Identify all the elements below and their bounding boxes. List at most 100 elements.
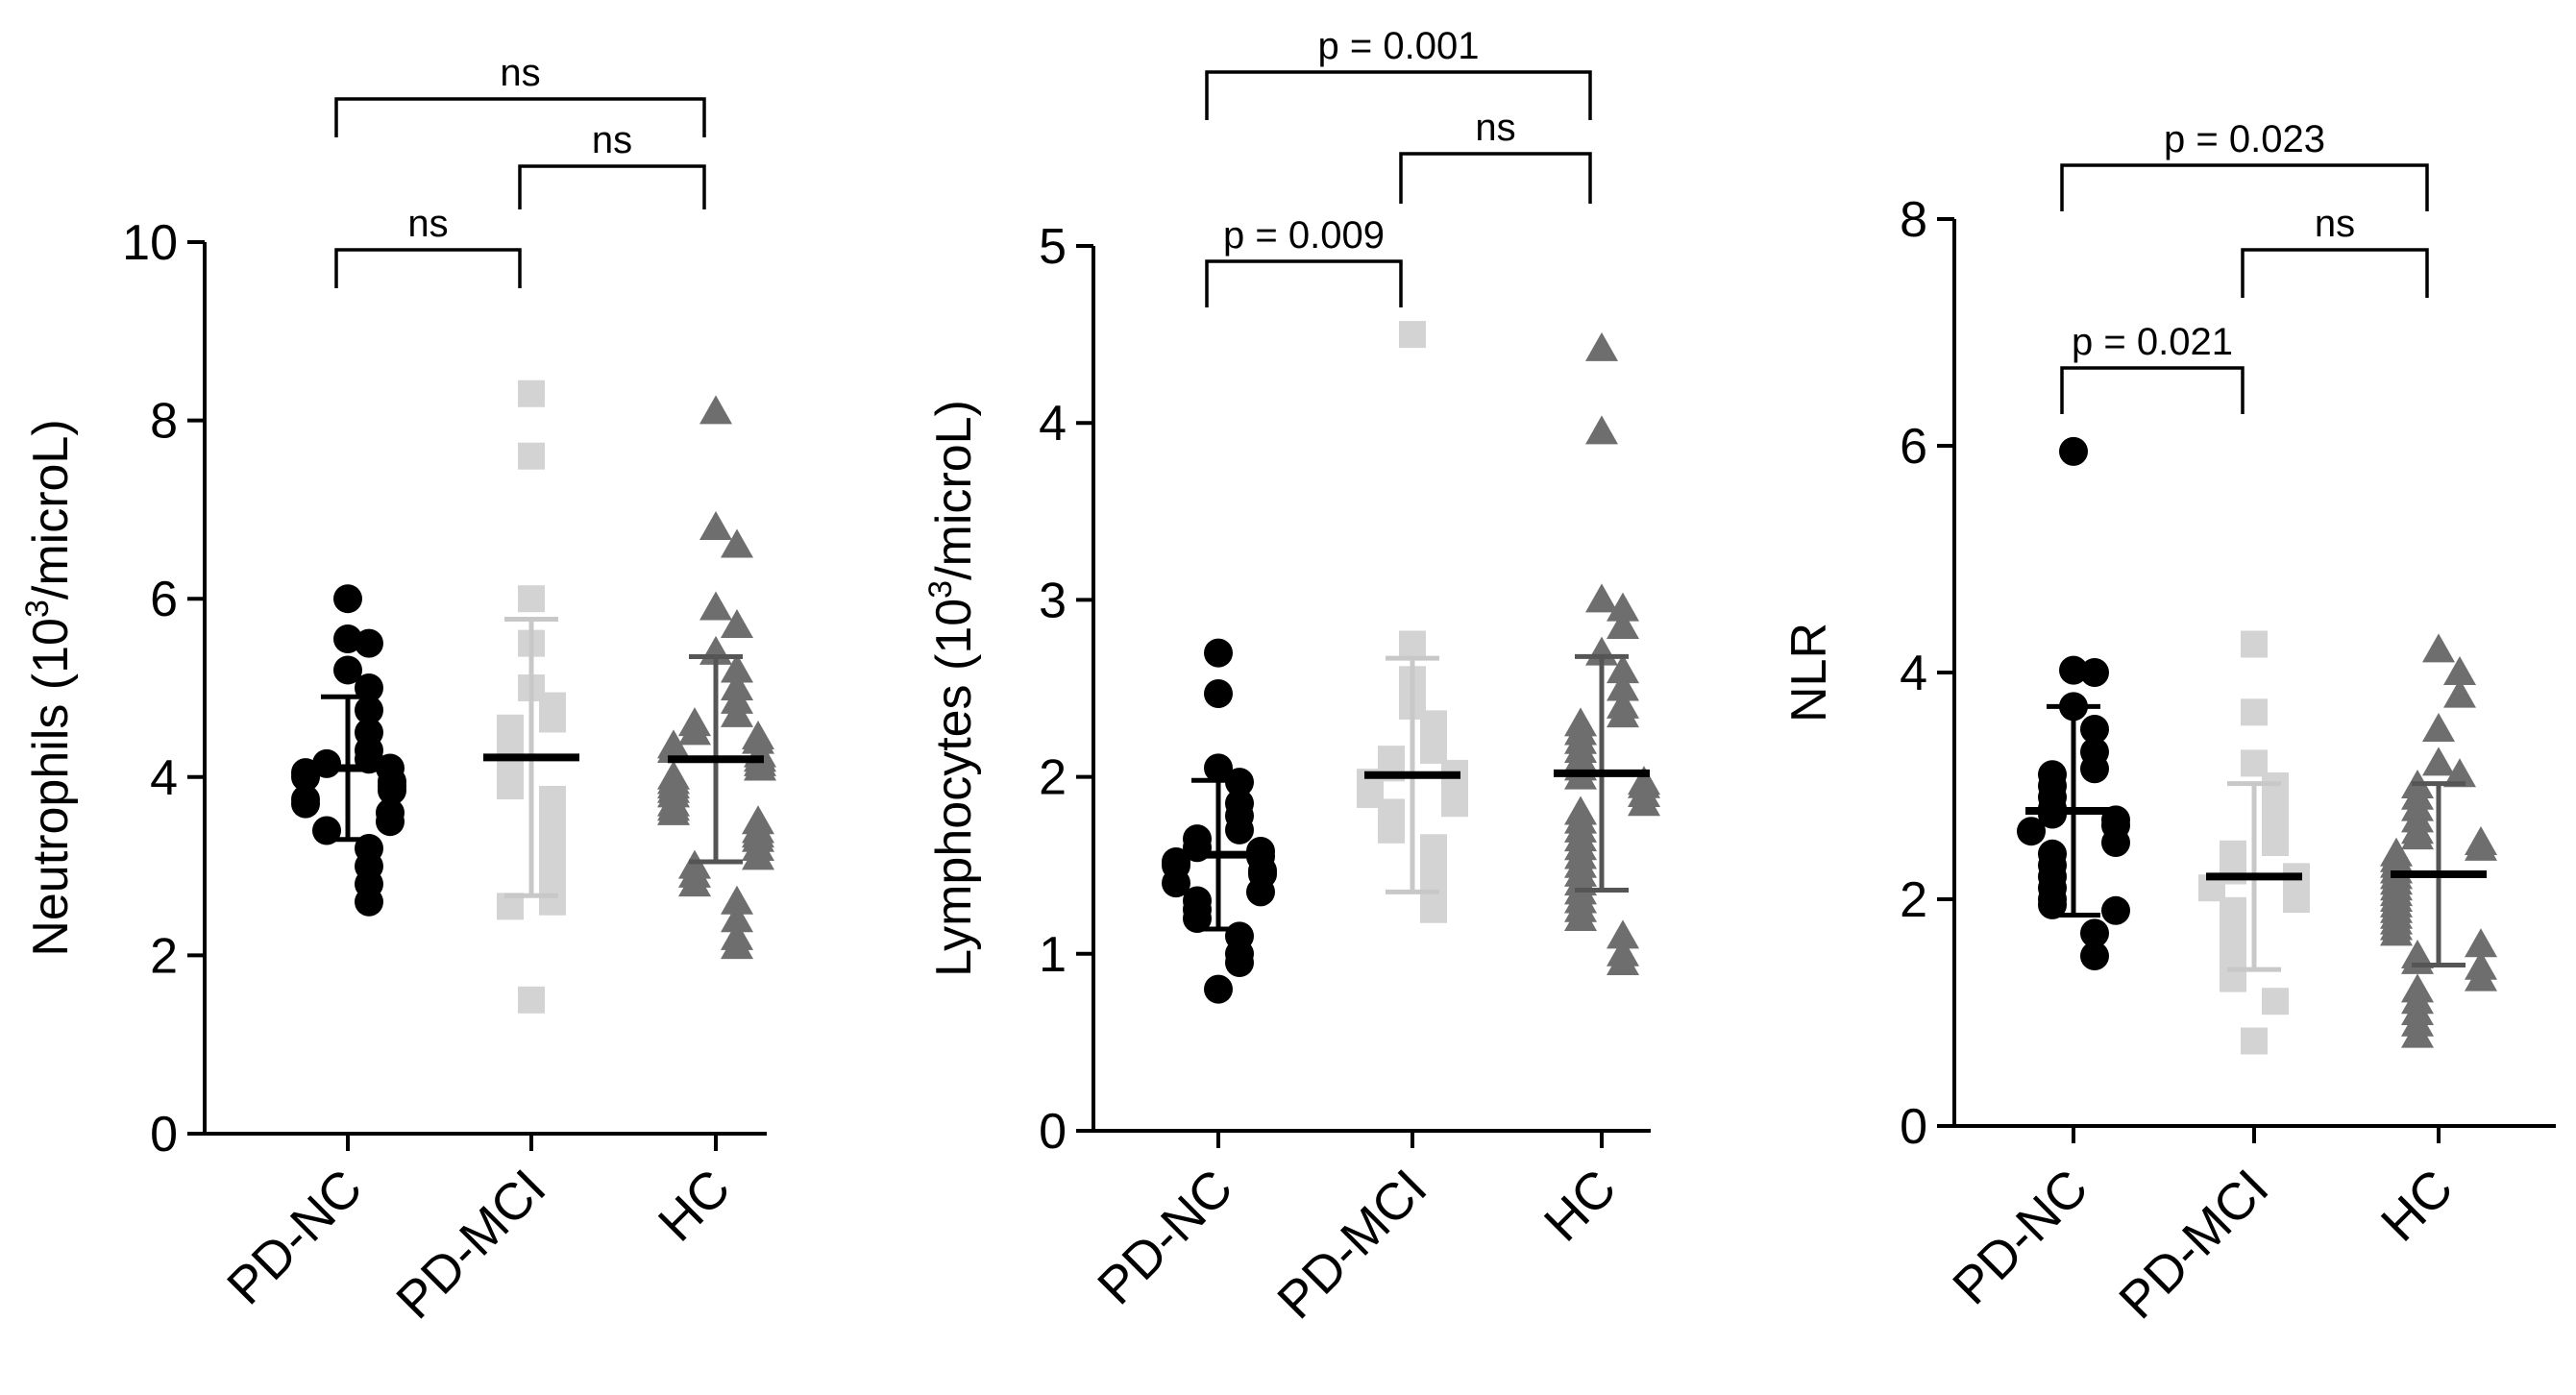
data-point bbox=[2080, 754, 2109, 784]
data-point bbox=[678, 716, 711, 746]
x-category-label: PD-MCI bbox=[385, 1159, 556, 1330]
panel-neutrophils: 0 2 4 6 8 10 PD-NC PD-MCI HC Neutrophils (103/mic… bbox=[19, 52, 776, 1330]
data-point bbox=[518, 986, 545, 1014]
data-point bbox=[1607, 698, 1639, 728]
data-point bbox=[744, 751, 776, 781]
y-title-superscript: 3 bbox=[19, 600, 56, 618]
y-title-suffix: /microL) bbox=[23, 419, 79, 600]
data-point bbox=[1399, 321, 1426, 349]
y-tick-label: 2 bbox=[1900, 872, 1927, 928]
data-point bbox=[355, 887, 383, 917]
data-point bbox=[376, 807, 405, 837]
significance-label: ns bbox=[500, 52, 540, 94]
data-point bbox=[721, 609, 753, 639]
significance-label: ns bbox=[592, 119, 632, 161]
significance-label: ns bbox=[2315, 203, 2355, 245]
data-point bbox=[539, 705, 566, 733]
data-point bbox=[1585, 583, 1618, 613]
data-point bbox=[2038, 890, 2067, 919]
data-point bbox=[721, 528, 753, 558]
x-category-label: PD-NC bbox=[1942, 1159, 2098, 1315]
significance-label: p = 0.023 bbox=[2164, 118, 2325, 160]
y-title-main: NLR bbox=[1781, 623, 1837, 722]
data-point bbox=[2241, 749, 2268, 777]
data-point bbox=[1607, 919, 1639, 949]
data-point bbox=[721, 903, 753, 933]
data-point bbox=[657, 795, 690, 825]
data-point bbox=[1204, 679, 1233, 709]
data-point bbox=[1564, 901, 1597, 931]
data-point bbox=[2241, 630, 2268, 658]
data-point bbox=[1585, 331, 1618, 361]
x-category-label: HC bbox=[2370, 1159, 2465, 1253]
data-point bbox=[2465, 831, 2497, 861]
data-point bbox=[2241, 698, 2268, 726]
y-title-main: Lymphocytes (10 bbox=[926, 599, 982, 977]
y-title-suffix: /microL) bbox=[926, 400, 982, 580]
data-point bbox=[2380, 917, 2413, 946]
data-point bbox=[1399, 630, 1426, 658]
data-point bbox=[1246, 877, 1275, 907]
y-tick-label: 4 bbox=[1039, 396, 1067, 452]
panel-nlr: 0 2 4 6 8 PD-NC PD-MCI HC NLR p = 0.021 ns p = 0.02… bbox=[1781, 118, 2556, 1330]
data-point bbox=[1441, 790, 1468, 818]
significance-bracket bbox=[2060, 366, 2245, 414]
data-point bbox=[2059, 655, 2088, 685]
data-point bbox=[518, 585, 545, 613]
data-point bbox=[2101, 828, 2130, 857]
data-point bbox=[2443, 656, 2476, 685]
data-point bbox=[1225, 815, 1254, 844]
data-point bbox=[2422, 746, 2455, 776]
data-point bbox=[2059, 436, 2088, 466]
x-category-label: PD-NC bbox=[216, 1159, 373, 1315]
data-point bbox=[721, 885, 753, 915]
y-axis-title: Lymphocytes (103/microL) bbox=[922, 400, 982, 977]
y-tick-label: 1 bbox=[1039, 927, 1067, 983]
y-tick-label: 2 bbox=[1039, 750, 1067, 806]
x-category-label: PD-MCI bbox=[2108, 1159, 2279, 1330]
data-point bbox=[1420, 895, 1447, 923]
data-point bbox=[2080, 918, 2109, 948]
data-point bbox=[1162, 869, 1190, 898]
data-point bbox=[678, 868, 711, 897]
y-tick-label: 8 bbox=[1900, 192, 1927, 248]
data-point bbox=[1607, 672, 1639, 701]
significance-bracket bbox=[2060, 163, 2429, 211]
data-point bbox=[742, 724, 774, 754]
data-point bbox=[1607, 610, 1639, 640]
x-category-label: PD-NC bbox=[1087, 1159, 1243, 1315]
data-point bbox=[378, 775, 406, 805]
data-point bbox=[1607, 946, 1639, 976]
data-point bbox=[2080, 942, 2109, 970]
y-tick-label: 2 bbox=[150, 928, 178, 984]
y-tick-label: 5 bbox=[1039, 219, 1067, 275]
data-point bbox=[2017, 817, 2046, 846]
data-point bbox=[2101, 895, 2130, 925]
significance-bracket bbox=[334, 97, 706, 137]
data-point bbox=[1420, 736, 1447, 764]
y-title-superscript: 3 bbox=[922, 580, 959, 599]
y-axis-title: Neutrophils (103/microL) bbox=[19, 419, 79, 956]
data-point bbox=[742, 841, 774, 870]
data-point bbox=[1183, 903, 1212, 933]
data-point bbox=[355, 696, 383, 725]
significance-bracket bbox=[1205, 259, 1403, 307]
significance-label: p = 0.009 bbox=[1223, 214, 1385, 257]
data-point bbox=[2401, 820, 2434, 850]
data-point bbox=[2080, 715, 2109, 744]
x-category-label: PD-MCI bbox=[1266, 1159, 1437, 1330]
significance-bracket bbox=[2241, 248, 2429, 298]
data-point bbox=[1607, 592, 1639, 622]
data-point bbox=[355, 628, 383, 658]
data-point bbox=[1378, 816, 1405, 844]
data-point bbox=[1204, 974, 1233, 1004]
data-point bbox=[333, 584, 362, 614]
data-point bbox=[2443, 758, 2476, 788]
data-point bbox=[699, 510, 732, 540]
data-point bbox=[2241, 1027, 2268, 1055]
data-point bbox=[2465, 962, 2497, 991]
data-point bbox=[2401, 944, 2434, 974]
data-point bbox=[539, 888, 566, 916]
data-point bbox=[2465, 928, 2497, 958]
